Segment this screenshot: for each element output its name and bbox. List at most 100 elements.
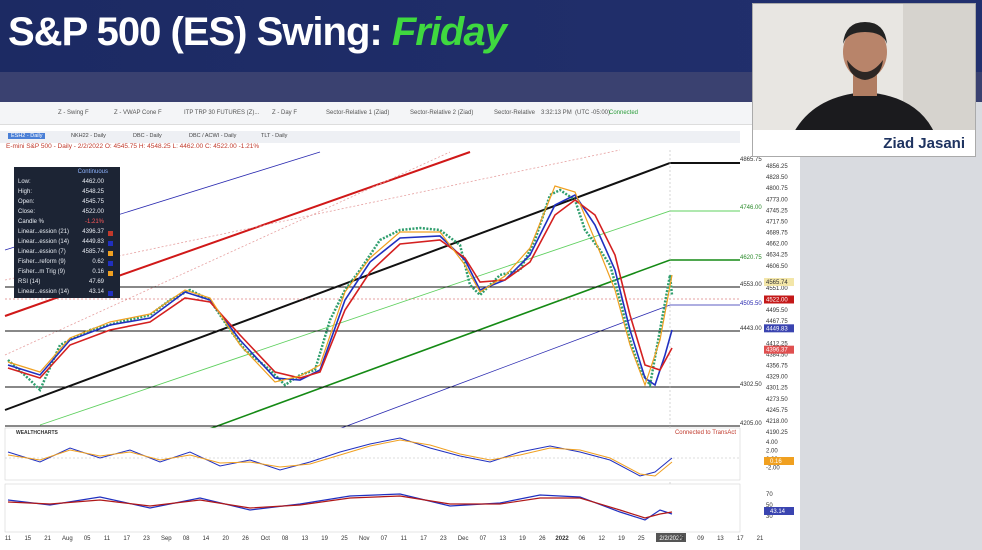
info-label: Open: — [18, 199, 35, 205]
swatch — [108, 271, 113, 276]
price-tick-label: 4606.50 — [766, 264, 788, 270]
price-tick-label: 4551.00 — [766, 286, 788, 292]
info-label: High: — [18, 189, 33, 195]
price-tick-label: 4495.50 — [766, 308, 788, 314]
indicator-pane — [4, 427, 741, 481]
toolbar-tab[interactable]: Z - Swing F — [58, 110, 89, 116]
timezone: (UTC -05:00) — [575, 110, 611, 116]
x-tick-label: 11 — [104, 536, 111, 542]
price-tick-label: 4828.50 — [766, 175, 788, 181]
chart-header: E-mini S&P 500 - Daily - 2/2/2022 O: 454… — [6, 143, 260, 150]
indicator-tick-label: -2.00 — [766, 466, 780, 472]
title-text: S&P 500 (ES) Swing: — [8, 10, 392, 54]
info-row: Fisher...m Trig (9) 0.16 — [18, 269, 114, 279]
price-tick-label: 4356.75 — [766, 364, 788, 370]
x-tick-label: 08 — [282, 536, 289, 542]
connection-status: Connected to TransAct — [675, 430, 736, 436]
chart-tab[interactable]: DBC / ACWI - Daily — [189, 133, 237, 139]
x-tick-label: 19 — [519, 536, 526, 542]
x-tick-label: 05 — [677, 536, 684, 542]
toolbar-tab[interactable]: Z - VWAP Cone F — [114, 110, 162, 116]
price-tick-label: 4384.50 — [766, 352, 788, 358]
x-tick-label: Dec — [458, 536, 469, 542]
info-value: 4449.83 — [82, 239, 104, 245]
price-tick-label: 4190.25 — [766, 430, 788, 436]
swatch — [108, 251, 113, 256]
indicator-tick-label: 50 — [766, 503, 773, 509]
info-row: High: 4548.25 — [18, 189, 114, 199]
x-tick-label: 17 — [123, 536, 130, 542]
info-value: 0.16 — [92, 269, 104, 275]
info-label: Linear...ession (7) — [18, 249, 66, 255]
price-tag-label: 4522.00 — [766, 297, 788, 303]
chart-tab[interactable]: TLT - Daily — [261, 133, 288, 139]
indicator-tick-label: 4.00 — [766, 440, 778, 446]
x-tick-label: 05 — [84, 536, 91, 542]
swatch — [108, 291, 113, 296]
x-tick-label: 08 — [183, 536, 190, 542]
x-tick-label: 19 — [618, 536, 625, 542]
toolbar-tab[interactable]: Sector-Relative 1 (Ziad) — [326, 110, 390, 116]
info-row: Fisher...reform (9) 0.62 — [18, 259, 114, 269]
toolbar: Z - Swing F Z - VWAP Cone F ITP TRP 30 FUT… — [0, 102, 800, 125]
x-tick-label: 26 — [539, 536, 546, 542]
price-tag-label: 4449.83 — [766, 326, 788, 332]
chart-tab[interactable]: NKH22 - Daily — [71, 133, 106, 139]
x-tick-label: 23 — [143, 536, 150, 542]
price-tick-label: 4467.75 — [766, 319, 788, 325]
brand: WEALTHCHARTS — [16, 430, 59, 436]
x-tick-label: 09 — [697, 536, 704, 542]
regression-line — [7, 193, 673, 387]
x-tick-label: 2022 — [555, 536, 569, 542]
presenter-name: Ziad Jasani — [753, 130, 975, 156]
indicator-tag — [764, 507, 794, 515]
info-value: 4548.25 — [82, 189, 104, 195]
info-row: Linear...ession (21) 4396.37 — [18, 229, 114, 239]
x-tick-label: 14 — [203, 536, 210, 542]
toolbar-tab[interactable]: ITP TRP 30 FUTURES (Z)... — [184, 110, 260, 116]
info-row: Linear...ession (14) 4449.83 — [18, 239, 114, 249]
toolbar-tab[interactable]: Sector-Relative — [494, 110, 536, 116]
toolbar-tab[interactable]: Sector-Relative 2 (Ziad) — [410, 110, 474, 116]
info-value: -1.21% — [84, 219, 104, 225]
swatch — [108, 261, 113, 266]
fisher-line — [7, 439, 673, 477]
x-tick-label: 13 — [301, 536, 308, 542]
price-tag — [764, 345, 794, 354]
x-tick-label: 17 — [420, 536, 427, 542]
info-value: 43.14 — [88, 289, 104, 295]
info-label: Linear...ession (21) — [18, 229, 70, 235]
x-tick-label: 21 — [757, 536, 764, 542]
price-tick-label: 4773.00 — [766, 197, 788, 203]
banner-title: S&P 500 (ES) Swing: Friday — [8, 10, 507, 55]
x-tick-label: 26 — [242, 536, 249, 542]
info-value: 47.69 — [88, 279, 104, 285]
price-tick-label: 4856.25 — [766, 164, 788, 170]
chart-tab[interactable]: DBC - Daily — [133, 133, 162, 139]
info-label: Low: — [18, 179, 31, 185]
x-tick-label: Sep — [161, 536, 172, 542]
price-tag-label: 4396.37 — [766, 348, 788, 354]
level-label: 4505.50 — [740, 301, 762, 307]
level-label: 4746.00 — [740, 205, 762, 211]
x-tick-label: 23 — [440, 536, 447, 542]
indicator-tick-label: 30 — [766, 514, 773, 520]
level-label: 4553.00 — [740, 282, 762, 288]
price-tag-label: 4565.74 — [766, 280, 788, 286]
chart-tab[interactable]: ESH2 - Daily — [8, 133, 46, 139]
price-tag — [764, 295, 794, 304]
toolbar-tab[interactable]: Z - Day F — [272, 110, 297, 116]
x-tick-label: 11 — [5, 536, 12, 542]
price-tick-label: 4301.25 — [766, 386, 788, 392]
regression-line — [7, 199, 673, 379]
title-highlight: Friday — [391, 10, 507, 54]
x-tick-label: 13 — [717, 536, 724, 542]
x-tick-label: 17 — [737, 536, 744, 542]
x-tick-label: 11 — [401, 536, 408, 542]
regression-line — [7, 185, 673, 387]
x-tick-label: 25 — [638, 536, 645, 542]
price-tick-label: 4634.25 — [766, 253, 788, 259]
info-row: Candle % -1.21% — [18, 219, 114, 229]
price-tick-label: 4245.75 — [766, 408, 788, 414]
